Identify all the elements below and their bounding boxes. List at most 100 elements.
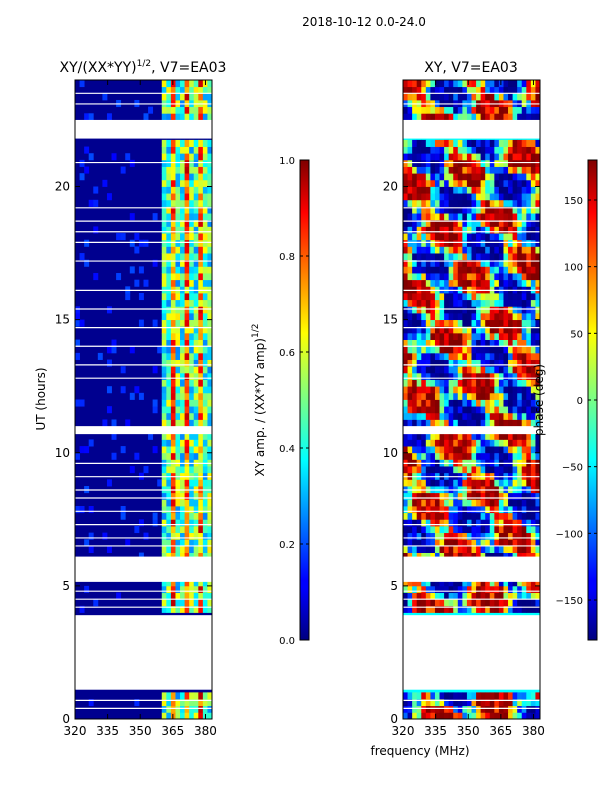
- heatmap-cell: [193, 226, 199, 234]
- heatmap-cell: [471, 525, 477, 534]
- heatmap-cell: [202, 93, 208, 101]
- heatmap-cell: [175, 173, 181, 181]
- heatmap-cell: [207, 585, 212, 593]
- heatmap-cell: [202, 332, 208, 340]
- heatmap-cell: [416, 452, 422, 460]
- heatmap-cell: [508, 406, 513, 414]
- heatmap-cell: [180, 146, 185, 154]
- heatmap-cell: [412, 599, 418, 607]
- heatmap-cell: [508, 159, 513, 167]
- colorbar-tick-label: 0.8: [279, 252, 295, 263]
- heatmap-cell: [170, 539, 176, 547]
- heatmap-cell: [189, 379, 195, 387]
- heatmap-cell: [434, 199, 440, 207]
- heatmap-cell: [489, 599, 495, 607]
- heatmap-cell: [494, 392, 500, 400]
- heatmap-cell: [462, 273, 468, 281]
- heatmap-cell: [175, 233, 181, 241]
- heatmap-cell: [517, 332, 523, 340]
- heatmap-cell: [439, 233, 445, 241]
- heatmap-cell: [444, 552, 450, 560]
- heatmap-cell: [439, 332, 445, 340]
- heatmap-cell: [439, 692, 445, 700]
- heatmap-cell: [175, 525, 181, 534]
- heatmap-cell: [466, 412, 472, 420]
- heatmap-cell: [403, 439, 408, 447]
- heatmap-cell: [180, 539, 185, 547]
- heatmap-cell: [412, 293, 418, 301]
- heatmap-cell: [161, 246, 167, 254]
- heatmap-cell: [425, 339, 431, 347]
- heatmap-cell: [480, 219, 486, 227]
- heatmap-cell: [462, 705, 468, 713]
- heatmap-cell: [180, 406, 185, 414]
- heatmap-cell: [512, 499, 518, 507]
- heatmap-cell: [471, 186, 477, 194]
- heatmap-cell: [498, 199, 504, 207]
- heatmap-cell: [430, 585, 436, 593]
- figure-suptitle: 2018-10-12 0.0-24.0: [302, 15, 426, 29]
- heatmap-cell: [494, 239, 500, 247]
- heatmap-cell: [170, 705, 176, 713]
- heatmap-cell: [180, 166, 185, 174]
- heatmap-cell: [457, 332, 463, 340]
- heatmap-cell: [434, 239, 440, 247]
- heatmap-cell: [444, 705, 450, 713]
- heatmap-cell: [494, 279, 500, 287]
- heatmap-cell: [202, 312, 208, 321]
- heatmap-cell: [535, 93, 540, 101]
- heatmap-cell: [503, 439, 509, 447]
- heatmap-cell: [498, 346, 504, 354]
- heatmap-cell: [184, 499, 190, 507]
- heatmap-cell: [453, 312, 459, 321]
- heatmap-cell: [494, 179, 500, 187]
- phase-panel-title: XY, V7=EA03: [424, 60, 518, 76]
- heatmap-cell: [84, 585, 90, 593]
- heatmap-cell: [198, 219, 204, 227]
- heatmap-cell: [466, 186, 472, 194]
- heatmap-cell: [412, 339, 418, 347]
- heatmap-cell: [489, 259, 495, 267]
- x-tick-label: 335: [96, 724, 119, 738]
- heatmap-cell: [471, 153, 477, 161]
- heatmap-cell: [453, 213, 459, 221]
- heatmap-cell: [421, 506, 427, 514]
- heatmap-cell: [193, 239, 199, 247]
- heatmap-cell: [170, 399, 176, 407]
- heatmap-cell: [448, 705, 454, 713]
- heatmap-cell: [526, 179, 532, 187]
- heatmap-cell: [439, 392, 445, 400]
- heatmap-cell: [485, 179, 491, 187]
- heatmap-cell: [480, 179, 486, 187]
- heatmap-cell: [476, 439, 482, 447]
- heatmap-cell: [407, 226, 413, 234]
- heatmap-cell: [193, 479, 199, 487]
- heatmap-cell: [512, 419, 518, 427]
- heatmap-cell: [498, 266, 504, 274]
- heatmap-cell: [184, 219, 190, 227]
- heatmap-cell: [508, 379, 513, 387]
- heatmap-cell: [457, 539, 463, 547]
- heatmap-cell: [152, 213, 158, 221]
- y-tick-label: 5: [62, 579, 70, 593]
- heatmap-cell: [480, 80, 486, 88]
- heatmap-cell: [448, 259, 454, 267]
- heatmap-cell: [416, 273, 422, 281]
- heatmap-cell: [403, 692, 408, 700]
- heatmap-cell: [434, 319, 440, 327]
- heatmap-cell: [453, 246, 459, 254]
- heatmap-cell: [508, 492, 513, 500]
- heatmap-cell: [166, 339, 172, 347]
- heatmap-cell: [421, 392, 427, 400]
- heatmap-cell: [503, 519, 509, 527]
- heatmap-cell: [430, 592, 436, 600]
- heatmap-cell: [535, 379, 540, 387]
- heatmap-cell: [143, 532, 149, 540]
- heatmap-cell: [180, 159, 185, 167]
- heatmap-cell: [202, 186, 208, 194]
- heatmap-cell: [430, 299, 436, 307]
- heatmap-cell: [425, 386, 431, 394]
- heatmap-cell: [466, 299, 472, 307]
